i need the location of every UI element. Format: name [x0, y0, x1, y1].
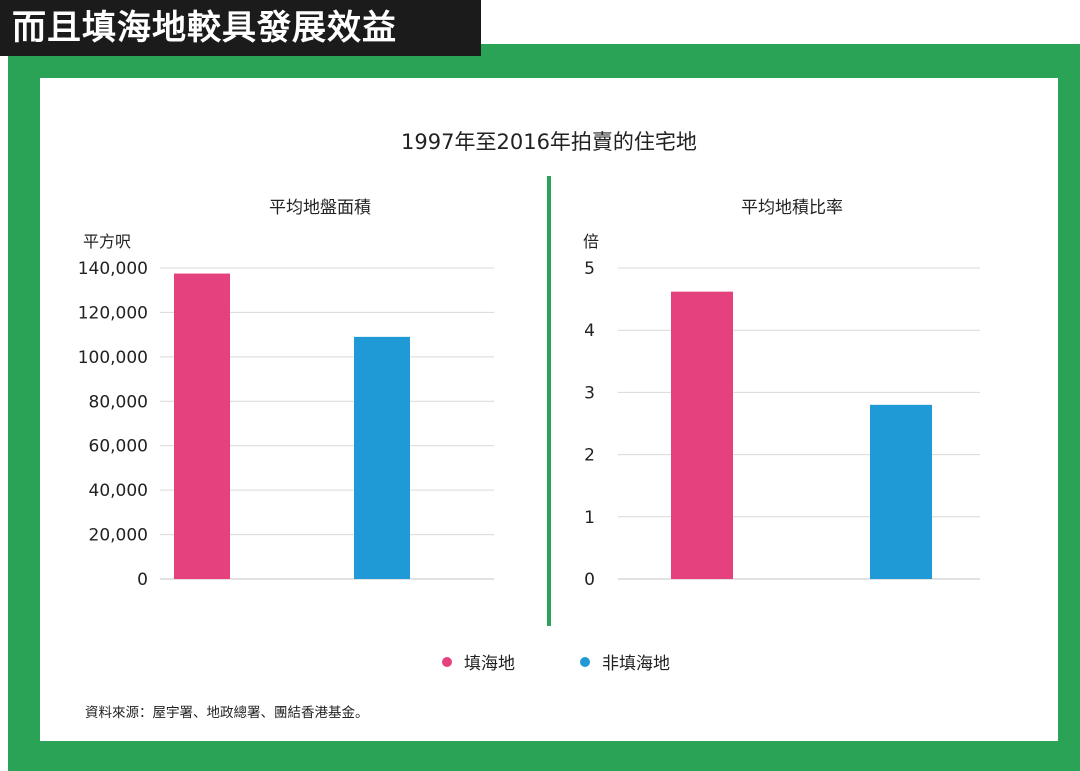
chart2-tick-label: 0 [584, 570, 595, 590]
legend-item-non-reclaimed: 非填海地 [580, 649, 670, 674]
chart2-bar-non-reclaimed [870, 404, 932, 579]
chart1-tick-label: 20,000 [89, 526, 148, 546]
chart2-tick-label: 5 [584, 259, 595, 279]
source-note: 資料來源：屋宇署、地政總署、團結香港基金。 [85, 705, 369, 721]
chart1-title: 平均地盤面積 [269, 198, 371, 218]
chart1-tick-label: 140,000 [78, 259, 148, 279]
chart-panel: 1997年至2016年拍賣的住宅地 平均地盤面積平方呎 0 20,000 40,000… [40, 78, 1058, 741]
chart2-bar-reclaimed [671, 291, 733, 579]
chart2-title: 平均地積比率 [741, 198, 843, 218]
chart1-tick-label: 80,000 [89, 392, 148, 412]
chart2-tick-label: 1 [584, 508, 595, 528]
chart2-tick-label: 3 [584, 383, 595, 403]
legend-dot-non-reclaimed [580, 656, 590, 667]
chart2-tick-label: 2 [584, 446, 595, 466]
legend-dot-reclaimed [442, 656, 452, 667]
chart2-tick-label: 4 [584, 321, 595, 341]
chart1-tick-label: 60,000 [89, 437, 148, 457]
chart2-ylabel: 倍 [583, 232, 599, 251]
chart1-tick-label: 120,000 [78, 303, 148, 323]
chart-divider [547, 176, 551, 626]
chart1-tick-label: 0 [137, 570, 148, 590]
chart1-bar-non-reclaimed [354, 336, 410, 579]
chart1-bar-reclaimed [174, 273, 230, 579]
chart1-ylabel: 平方呎 [83, 232, 131, 251]
chart1-tick-label: 40,000 [89, 481, 148, 501]
legend-item-reclaimed: 填海地 [442, 649, 515, 674]
chart1-tick-label: 100,000 [78, 348, 148, 368]
legend: 填海地 非填海地 [40, 649, 1058, 674]
chart-main-title: 1997年至2016年拍賣的住宅地 [401, 130, 697, 154]
headline: 而且填海地較具發展效益 [0, 0, 481, 56]
legend-label-reclaimed: 填海地 [464, 654, 515, 674]
legend-label-non-reclaimed: 非填海地 [602, 654, 670, 674]
